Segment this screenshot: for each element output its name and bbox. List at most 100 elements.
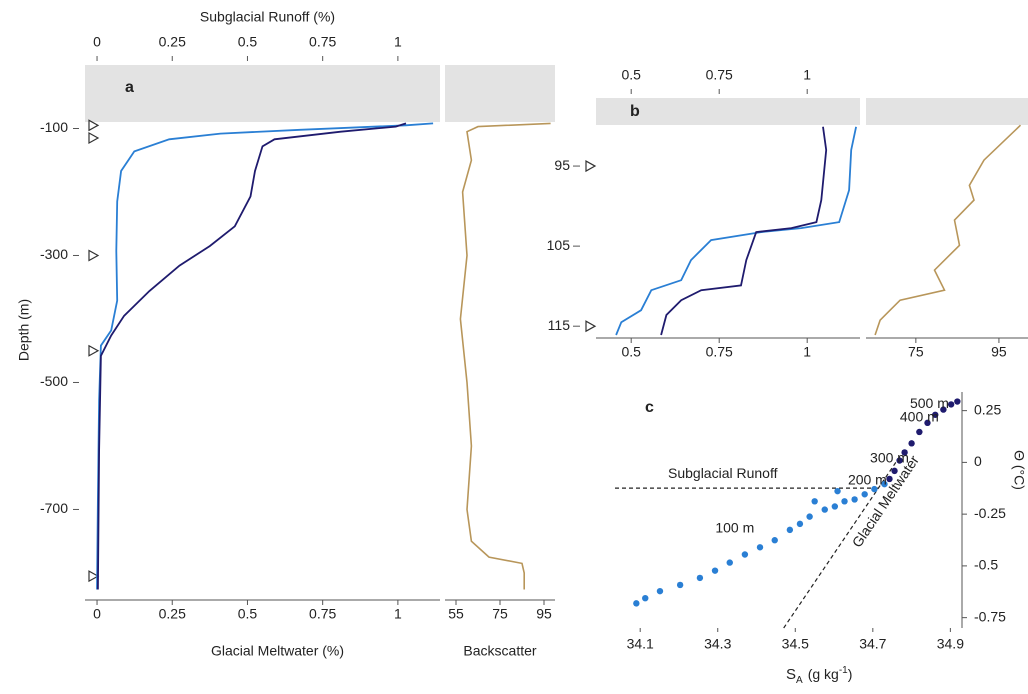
- ts-point: [924, 419, 931, 427]
- ts-point: [851, 496, 858, 503]
- y-tick-label: -300: [40, 246, 68, 262]
- depth-annotation: 100 m: [715, 520, 754, 536]
- ts-point: [821, 506, 828, 513]
- backscatter-line: [874, 124, 1022, 336]
- x-tick-label: 34.9: [937, 636, 964, 652]
- x2-tick-label: 0: [93, 34, 101, 50]
- surface-band: [85, 65, 440, 122]
- x-tick-label: 0.75: [309, 606, 336, 622]
- x-axis-label-part: (g kg: [808, 666, 839, 682]
- x-tick-label: 34.5: [782, 636, 809, 652]
- x2-tick-label: 0.5: [621, 67, 641, 83]
- backscatter-line: [459, 122, 551, 590]
- x-axis-label-part: ): [848, 666, 853, 682]
- ts-point: [916, 428, 923, 436]
- x-tick-label: 0.75: [706, 344, 733, 360]
- backscatter-tick-label: 75: [492, 606, 508, 622]
- backscatter-tick-label: 95: [536, 606, 552, 622]
- ts-point: [741, 551, 749, 558]
- ts-point: [947, 401, 955, 408]
- x2-tick-label: 1: [803, 67, 811, 83]
- ts-point: [901, 449, 908, 456]
- y-tick-label: 115: [548, 317, 571, 333]
- profile-line: [97, 122, 407, 590]
- ts-point: [633, 600, 640, 607]
- depth-marker: [585, 320, 597, 333]
- depth-annotation: 500 m: [910, 395, 949, 411]
- x-tick-label: 0: [93, 606, 101, 622]
- ts-point: [932, 411, 939, 418]
- y-tick-label: -500: [40, 373, 68, 389]
- surface-band: [866, 98, 1028, 125]
- panel-label: a: [125, 79, 134, 96]
- y-tick-label: 0: [974, 453, 982, 469]
- ts-point: [954, 398, 961, 405]
- backscatter-tick-label: 95: [991, 344, 1007, 360]
- x2-tick-label: 0.75: [706, 67, 733, 83]
- ts-point: [711, 567, 719, 574]
- ts-point: [756, 544, 764, 551]
- backscatter-label: Backscatter: [463, 643, 536, 659]
- y-tick-label: -700: [40, 500, 68, 516]
- x-axis-label-part: -1: [839, 665, 848, 676]
- depth-marker: [88, 344, 100, 357]
- y-tick-label: 0.25: [974, 401, 1001, 417]
- ts-point: [771, 537, 778, 544]
- y-tick-label: -0.25: [974, 505, 1006, 521]
- ts-point: [881, 480, 888, 488]
- ts-point: [696, 574, 704, 582]
- depth-annotation: 400 m: [900, 409, 939, 425]
- ts-point: [796, 520, 804, 528]
- ts-point: [841, 498, 848, 505]
- y-axis-label: Depth (m): [16, 299, 32, 361]
- surface-band: [445, 65, 555, 122]
- x-axis-label-part: S: [786, 666, 796, 683]
- ts-point: [642, 594, 649, 602]
- y-tick-label: -0.75: [974, 608, 1006, 624]
- x-tick-label: 1: [394, 606, 402, 622]
- x2-tick-label: 0.25: [159, 34, 186, 50]
- reference-label: Glacial Meltwater: [849, 452, 923, 550]
- ts-point: [806, 513, 813, 520]
- reference-label: Subglacial Runoff: [668, 465, 778, 481]
- x-axis-label-part: A: [796, 675, 803, 686]
- backscatter-tick-label: 75: [908, 344, 924, 360]
- depth-annotation: 300 m: [870, 449, 909, 465]
- x2-tick-label: 0.5: [238, 34, 258, 50]
- x-tick-label: 0.5: [621, 344, 641, 360]
- panel-label: b: [630, 103, 640, 120]
- profile-line: [615, 126, 857, 336]
- y-tick-label: -0.5: [974, 557, 998, 573]
- ts-point: [786, 526, 794, 534]
- panel-label: c: [645, 399, 654, 416]
- x-tick-label: 1: [803, 344, 811, 360]
- ts-point: [871, 485, 878, 493]
- depth-marker: [585, 160, 597, 173]
- ts-point: [908, 440, 915, 447]
- x2-tick-label: 0.75: [309, 34, 336, 50]
- y-axis-label: Θ (°C): [1011, 450, 1027, 490]
- x-tick-label: 34.7: [859, 636, 886, 652]
- ts-point: [726, 559, 733, 566]
- ts-point: [861, 491, 868, 498]
- ts-point: [834, 487, 841, 495]
- x-tick-label: 0.25: [159, 606, 186, 622]
- x-tick-label: 34.3: [704, 636, 731, 652]
- ts-point: [886, 475, 893, 483]
- backscatter-tick-label: 55: [448, 606, 464, 622]
- ts-point: [831, 503, 839, 510]
- ts-point: [896, 457, 903, 464]
- x2-axis-label: Subglacial Runoff (%): [200, 9, 335, 25]
- ts-point: [656, 587, 664, 595]
- x-tick-label: 0.5: [238, 606, 258, 622]
- depth-marker: [88, 249, 100, 262]
- profile-line: [96, 122, 434, 590]
- y-tick-label: 105: [547, 237, 571, 253]
- ts-point: [811, 498, 818, 505]
- depth-annotation: 200 m: [848, 472, 887, 488]
- ts-point: [891, 467, 898, 475]
- depth-marker: [88, 131, 100, 145]
- ts-point: [940, 406, 947, 413]
